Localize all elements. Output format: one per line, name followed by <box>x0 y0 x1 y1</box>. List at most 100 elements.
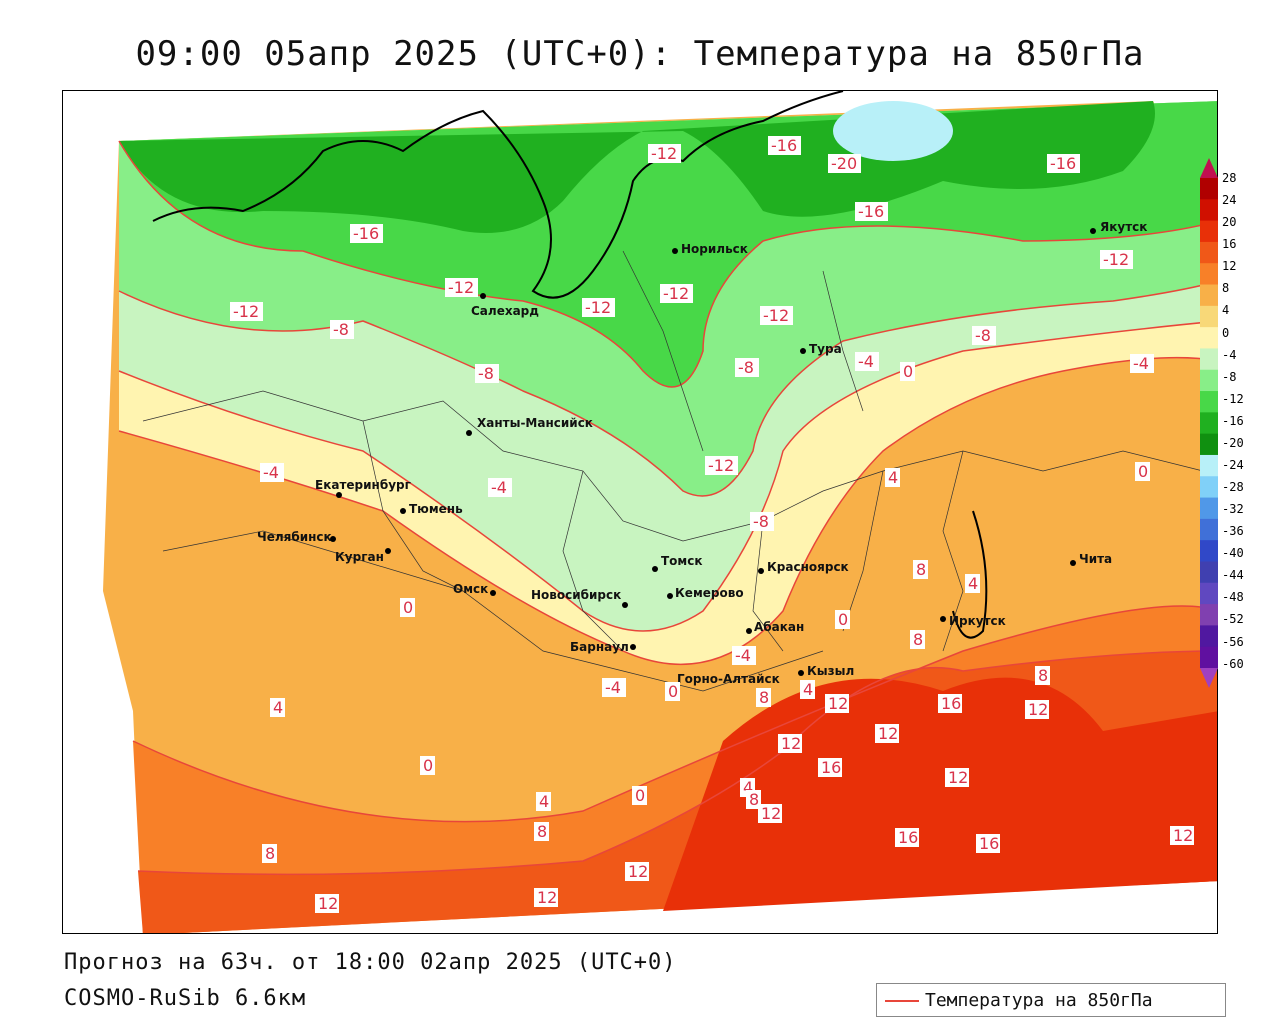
colorbar-tick-label: -52 <box>1222 612 1244 627</box>
contour-label-box <box>445 278 478 297</box>
contour-labels: -12 -16 -20 -16 -16 -16 -12 -12 -12 -12 -12 -12 -8 -8… <box>230 136 1194 913</box>
contour-label: -12 <box>651 144 677 163</box>
colorbar-segment <box>1200 540 1218 562</box>
city-label: Кемерово <box>675 586 744 600</box>
city-label: Тюмень <box>409 502 463 516</box>
colorbar-tick-label: -60 <box>1222 656 1244 671</box>
colorbar <box>1200 158 1218 688</box>
city-label: Красноярск <box>767 560 849 574</box>
contour-label-box <box>976 834 1000 853</box>
colorbar-segment <box>1200 178 1218 200</box>
colorbar-tick-label: 12 <box>1222 259 1237 274</box>
contour-label: 16 <box>979 834 999 853</box>
contour-label: 0 <box>668 682 678 701</box>
contour-label: 4 <box>539 792 549 811</box>
colorbar-segment <box>1200 199 1218 222</box>
contour-label: 12 <box>1028 700 1048 719</box>
contour-label-box <box>768 136 801 155</box>
contour-label-box <box>778 734 802 753</box>
contour-label-box <box>828 154 861 173</box>
contour-label-box <box>475 364 499 383</box>
colorbar-bottom-arrow <box>1200 668 1218 688</box>
colorbar-segment <box>1200 327 1218 349</box>
contour-label-box <box>648 144 681 163</box>
contour-label: -4 <box>858 352 874 371</box>
city-label: Салехард <box>471 304 539 318</box>
contour-label: 12 <box>948 768 968 787</box>
contour-label-box <box>315 894 339 913</box>
city-label: Кызыл <box>807 664 854 678</box>
contour-label: 8 <box>265 844 275 863</box>
contour-label-box <box>230 302 263 321</box>
contour-label-box <box>972 326 996 345</box>
colorbar-tick-label: -16 <box>1222 413 1244 428</box>
colorbar-segment <box>1200 220 1218 243</box>
contour-label-box <box>350 224 383 243</box>
contour-label: -12 <box>585 298 611 317</box>
contour-label-box <box>1135 462 1150 481</box>
contour-label-box <box>262 844 277 863</box>
contour-label: -16 <box>353 224 379 243</box>
isotherms <box>118 140 1217 876</box>
contour-label-box <box>1130 354 1154 373</box>
contour-label-box <box>488 478 512 497</box>
contour-label: 8 <box>749 790 759 809</box>
contour-label-box <box>270 698 285 717</box>
colorbar-segment <box>1200 454 1218 477</box>
colorbar-tick-label: -44 <box>1222 568 1244 583</box>
contour-label: 0 <box>838 610 848 629</box>
contour-label: 4 <box>273 698 283 717</box>
colorbar-tick-label: -20 <box>1222 435 1244 450</box>
colorbar-segment <box>1200 476 1218 499</box>
city-label: Новосибирск <box>531 588 621 602</box>
contour-label: -4 <box>491 478 507 497</box>
city-label: Якутск <box>1100 220 1147 234</box>
colorbar-tick-label: 0 <box>1222 325 1230 340</box>
contour-label-box <box>760 306 793 325</box>
contour-label: 0 <box>403 598 413 617</box>
contour-label-box <box>835 610 850 629</box>
contour-label: -8 <box>975 326 991 345</box>
contour-label-box <box>910 630 925 649</box>
map-title: 09:00 05апр 2025 (UTC+0): Температура на… <box>135 34 1145 74</box>
city-label: Чита <box>1079 552 1112 566</box>
city-markers: Якутск Норильск Салехард Тура Ханты-Манс… <box>257 220 1147 688</box>
contour-label: 12 <box>781 734 801 753</box>
city-label: Омск <box>453 582 488 596</box>
contour-label-box <box>632 786 647 805</box>
colorbar-segment <box>1200 284 1218 307</box>
city-label: Курган <box>335 550 384 564</box>
contour-label-box <box>705 456 738 475</box>
contour-label-box <box>1025 700 1049 719</box>
contour-label-box <box>855 352 879 371</box>
contour-label: 0 <box>903 362 913 381</box>
contour-label: 4 <box>803 680 813 699</box>
colorbar-tick-label: 24 <box>1222 193 1237 208</box>
contour-label: 12 <box>318 894 338 913</box>
contour-label-box <box>732 646 756 665</box>
contour-label: 12 <box>1173 826 1193 845</box>
colorbar-segment <box>1200 497 1218 520</box>
colorbar-tick-label: -12 <box>1222 391 1244 406</box>
colorbar-tick-label: -32 <box>1222 502 1244 517</box>
contour-label: -4 <box>605 678 621 697</box>
colorbar-segment <box>1200 412 1218 435</box>
coastline <box>152 91 988 639</box>
city-label: Горно-Алтайск <box>677 672 780 686</box>
contour-label-box <box>330 320 354 339</box>
contour-label-box <box>665 682 680 701</box>
colorbar-tick-label: -28 <box>1222 480 1244 494</box>
city-label: Тура <box>809 342 842 356</box>
colorbar-segment <box>1200 561 1218 584</box>
colorbar-tick-label: -36 <box>1222 524 1244 539</box>
contour-label: 16 <box>821 758 841 777</box>
contour-label: -12 <box>663 284 689 303</box>
contour-label-box <box>945 768 969 787</box>
colorbar-segment <box>1200 433 1218 456</box>
contour-label: -8 <box>478 364 494 383</box>
contour-label: 16 <box>941 694 961 713</box>
colorbar-tick-label: -8 <box>1222 369 1237 384</box>
contour-label: 8 <box>913 630 923 649</box>
contour-label-box <box>913 560 928 579</box>
